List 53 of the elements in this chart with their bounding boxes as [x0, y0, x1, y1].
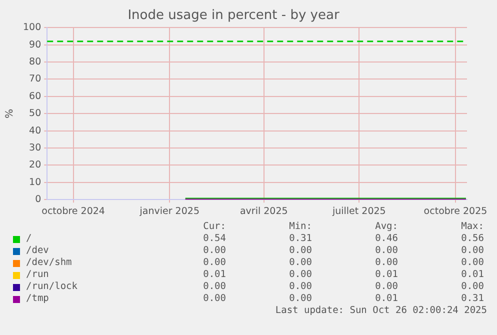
legend-label: /dev/shm	[26, 257, 72, 269]
y-tick-label: 60	[29, 90, 42, 102]
y-tick-label: 30	[29, 142, 42, 154]
text: Max:	[460, 221, 484, 233]
text: 0.00	[288, 269, 312, 281]
text: 0.00	[202, 257, 226, 269]
text: 0.54	[202, 233, 226, 245]
x-tick-label: avril 2025	[240, 206, 288, 217]
text: 0.56	[460, 233, 484, 245]
text: 0.00	[202, 281, 226, 293]
text: 0.00	[288, 257, 312, 269]
text: Min:	[288, 221, 312, 233]
text: Cur:	[202, 221, 226, 233]
text: Avg:	[374, 221, 398, 233]
text: 0.46	[374, 233, 398, 245]
text: 0.01	[460, 269, 484, 281]
x-tick-label: janvier 2025	[138, 206, 200, 217]
legend-label: /run/lock	[26, 281, 78, 293]
y-tick-label: 50	[29, 108, 42, 120]
y-tick-label: 40	[29, 125, 42, 136]
text: 0.00	[460, 257, 484, 269]
text: Last update: Sun Oct 26 02:00:24 2025	[274, 305, 488, 316]
y-tick-label: 10	[29, 176, 42, 188]
text: 0.00	[460, 281, 484, 293]
text: 0.01	[374, 293, 398, 305]
text: 0.00	[288, 281, 312, 293]
text: 0.00	[288, 293, 312, 305]
text: 0.00	[202, 245, 226, 257]
y-tick-label: 0	[35, 194, 42, 206]
legend-label: /run	[26, 269, 49, 281]
y-tick-label: 20	[29, 160, 42, 171]
text: 0.00	[374, 257, 398, 269]
text: 0.00	[374, 281, 398, 293]
legend-label: /tmp	[26, 293, 49, 305]
x-tick-label: octobre 2024	[42, 206, 105, 217]
y-tick-label: 80	[29, 56, 42, 68]
text: 0.31	[460, 293, 484, 305]
text: 0.00	[288, 245, 312, 257]
text: 0.01	[202, 269, 226, 281]
y-tick-label: 90	[29, 39, 42, 50]
y-tick-label: 70	[29, 74, 42, 85]
legend-label: /	[26, 233, 32, 245]
x-tick-label: juillet 2025	[331, 206, 386, 217]
text: 0.31	[288, 233, 312, 245]
text: 0.01	[374, 269, 398, 281]
chart-title: Inode usage in percent - by year	[128, 8, 340, 24]
y-tick-label: 100	[22, 22, 42, 34]
text: 0.00	[374, 245, 398, 257]
y-axis-title: %	[4, 108, 16, 118]
legend-label: /dev	[26, 245, 49, 257]
text: 0.00	[460, 245, 484, 257]
text: 0.00	[202, 293, 226, 305]
x-tick-label: octobre 2025	[424, 206, 488, 217]
